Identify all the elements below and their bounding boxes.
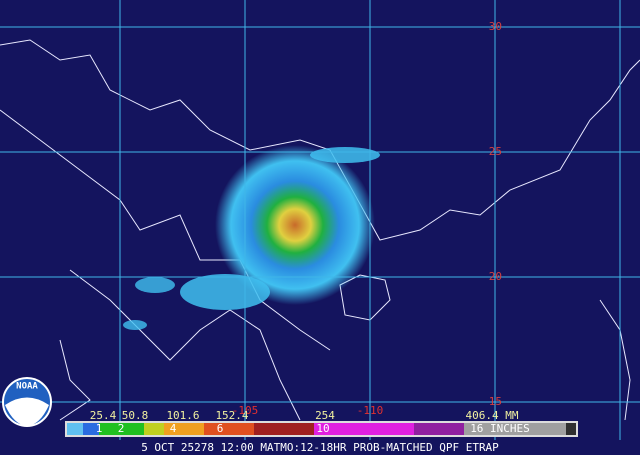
grid — [0, 0, 640, 440]
legend-inch-label: 2 — [118, 422, 125, 435]
legend-inch-label: 16 INCHES — [470, 422, 530, 435]
legend: 25.4 50.8 101.6 152.4 254 406.4 MM 1 2 4… — [65, 409, 578, 437]
lat-label: 20 — [489, 270, 502, 283]
precipitation — [123, 145, 380, 330]
legend-inch-label: 1 — [96, 422, 103, 435]
lon-label: -105 — [232, 404, 259, 417]
legend-mm-label: 254 — [315, 409, 335, 422]
lat-label: 30 — [489, 20, 502, 33]
logo: NOAA — [2, 377, 52, 427]
caption: 5 OCT 25278 12:00 MATMO:12-18HR PROB-MAT… — [141, 441, 499, 454]
lat-label: 25 — [489, 145, 502, 158]
legend-mm-label: 406.4 MM — [466, 409, 519, 422]
legend-mm-label: 50.8 — [122, 409, 149, 422]
legend-inch-label: 4 — [170, 422, 177, 435]
lon-label: -110 — [357, 404, 384, 417]
logo-text: NOAA — [16, 382, 38, 392]
lat-label: 15 — [489, 395, 502, 408]
legend-mm-label: 25.4 — [90, 409, 117, 422]
legend-inch-label: 6 — [217, 422, 224, 435]
legend-mm-label: 101.6 — [166, 409, 199, 422]
legend-mm-label: 152.4 — [215, 409, 248, 422]
legend-inch-label: 10 — [316, 422, 329, 435]
